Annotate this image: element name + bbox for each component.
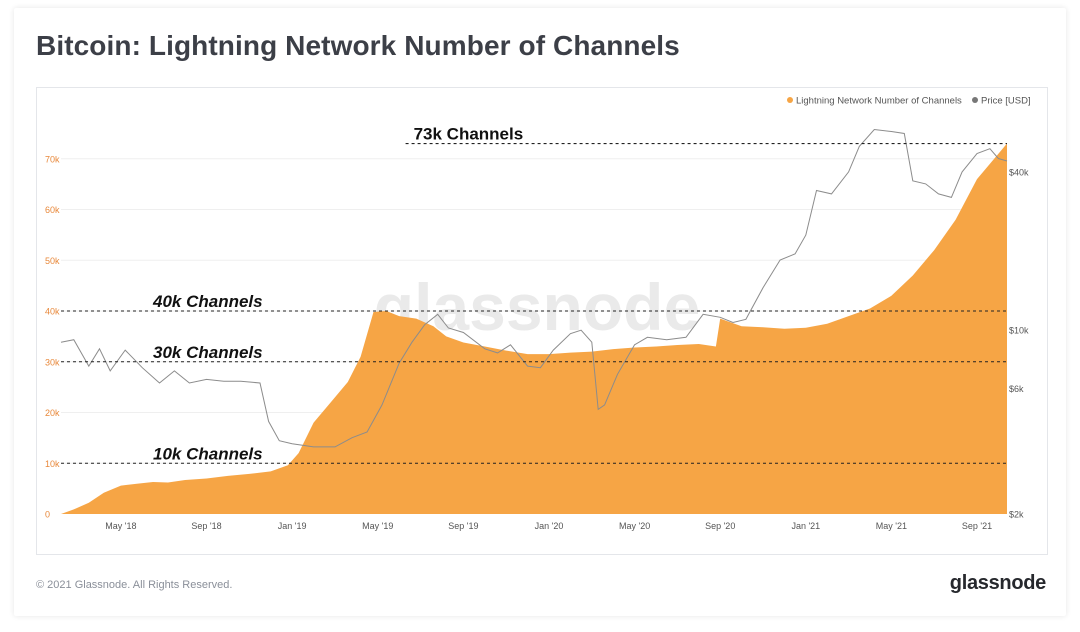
legend-price-label: Price [USD] [981,96,1031,107]
y-left-tick-4: 40k [45,307,60,317]
annotation-label-3: 10k Channels [153,444,263,463]
x-tick-5: Jan '20 [535,521,564,531]
y-left-tick-0: 0 [45,510,50,520]
annotation-label-1: 40k Channels [152,292,263,311]
legend-price-swatch [972,97,978,103]
x-tick-6: May '20 [619,521,650,531]
legend: Lightning Network Number of Channels Pri… [787,96,1031,107]
x-tick-8: Jan '21 [791,521,820,531]
legend-channels-label: Lightning Network Number of Channels [796,96,962,107]
channels-area [61,143,1007,514]
chart-frame: glassnode 73k Channels 40k Channels 30k Ch… [36,87,1048,555]
x-tick-9: May '21 [876,521,907,531]
x-tick-7: Sep '20 [705,521,735,531]
y-left-tick-5: 50k [45,256,60,266]
x-tick-2: Jan '19 [278,521,307,531]
annotation-label-0: 73k Channels [414,125,524,144]
x-tick-10: Sep '21 [962,521,992,531]
y-left-tick-2: 20k [45,408,60,418]
legend-channels-swatch [787,97,793,103]
axis-layer: 0 10k 20k 30k 40k 50k 60k 70k $2k $6k $10k $40k May … [45,154,1029,531]
page-title: Bitcoin: Lightning Network Number of Cha… [36,30,680,61]
x-tick-1: Sep '18 [191,521,221,531]
brand-logo: glassnode [949,572,1047,594]
y-left-tick-1: 10k [45,459,60,469]
y-left-tick-3: 30k [45,357,60,367]
y-left-tick-6: 60k [45,205,60,215]
annotation-label-2: 30k Channels [153,343,263,362]
x-tick-4: Sep '19 [448,521,478,531]
x-tick-3: May '19 [362,521,393,531]
annotations-layer: 73k Channels 40k Channels 30k Channels 10k … [61,125,1007,464]
y-right-tick-1: $6k [1009,384,1024,394]
x-tick-0: May '18 [105,521,136,531]
y-left-tick-7: 70k [45,154,60,164]
y-right-tick-2: $10k [1009,326,1029,336]
copyright-text: © 2021 Glassnode. All Rights Reserved. [36,579,233,591]
y-right-tick-0: $2k [1009,510,1024,520]
y-right-tick-3: $40k [1009,167,1029,177]
price-line [60,128,1008,448]
